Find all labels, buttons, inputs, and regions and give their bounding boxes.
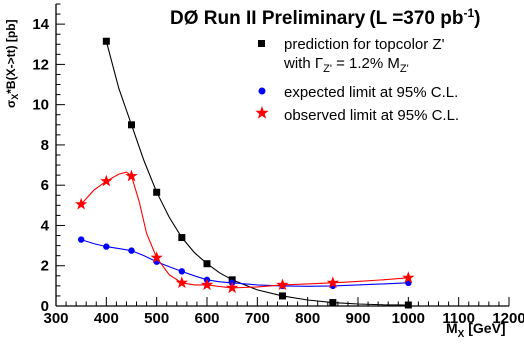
point-observed [75, 197, 88, 210]
point-prediction [178, 234, 186, 242]
legend-marker-expected [258, 87, 266, 95]
point-observed [200, 278, 214, 291]
legend-label-prediction: prediction for topcolor Z' [284, 36, 445, 53]
legend-marker-prediction [258, 40, 265, 47]
x-tick-label: 1000 [392, 310, 425, 327]
x-tick-label: 900 [345, 310, 370, 327]
point-observed [100, 174, 113, 187]
x-tick-label: 800 [295, 310, 320, 327]
point-observed [175, 276, 188, 289]
y-tick-label: 6 [41, 177, 49, 194]
legend-label-prediction-width: with ΓZ' = 1.2% MZ' [283, 55, 409, 75]
x-tick-label: 500 [144, 310, 169, 327]
curve-expected [81, 239, 409, 287]
point-prediction [279, 292, 286, 300]
x-tick-label: 700 [245, 310, 270, 327]
point-observed [326, 276, 339, 289]
x-tick-label: 300 [43, 310, 68, 327]
legend-label-expected: expected limit at 95% C.L. [284, 84, 458, 101]
point-observed [150, 251, 163, 263]
legend-marker-observed [255, 106, 269, 119]
y-tick-label: 14 [32, 16, 49, 33]
series-curves [80, 41, 409, 306]
y-tick-label: 8 [41, 137, 49, 154]
point-expected [128, 247, 135, 254]
chart-legend: prediction for topcolor Z' with ΓZ' = 1.… [255, 36, 459, 124]
point-prediction [329, 299, 337, 307]
legend-label-observed: observed limit at 95% C.L. [284, 107, 459, 124]
y-tick-label: 2 [41, 258, 49, 275]
y-tick-label: 12 [32, 56, 49, 73]
curve-prediction [105, 41, 409, 306]
x-tick-label: 400 [94, 310, 119, 327]
point-observed [276, 278, 289, 291]
x-tick-label: 600 [194, 310, 219, 327]
point-prediction [203, 260, 211, 268]
x-tick-label: 1200 [492, 310, 524, 327]
chart-title: DØ Run II Preliminary (L =370 pb-1) [170, 6, 480, 29]
y-tick-label: 4 [41, 217, 50, 234]
y-axis-title: σX*B(X->tt) [pb] [4, 19, 20, 108]
y-tick-label: 0 [41, 298, 49, 315]
point-prediction [102, 37, 110, 45]
point-expected [178, 268, 186, 275]
point-observed [226, 281, 239, 294]
y-tick-label: 10 [32, 97, 49, 114]
x-tick-label: 1100 [442, 310, 475, 327]
curve-observed [80, 171, 409, 289]
point-prediction [128, 121, 135, 129]
point-observed [125, 169, 138, 182]
point-expected [77, 236, 85, 243]
data-markers [75, 37, 415, 309]
point-expected [103, 243, 110, 250]
point-observed [402, 271, 415, 284]
x-axis-title: MX [GeV] [446, 320, 506, 340]
axis-ticks: 300 400 500 600 700 800 900 1000 1100 1200 0 2 4 6 8 10… [32, 3, 524, 327]
point-prediction [153, 188, 161, 196]
